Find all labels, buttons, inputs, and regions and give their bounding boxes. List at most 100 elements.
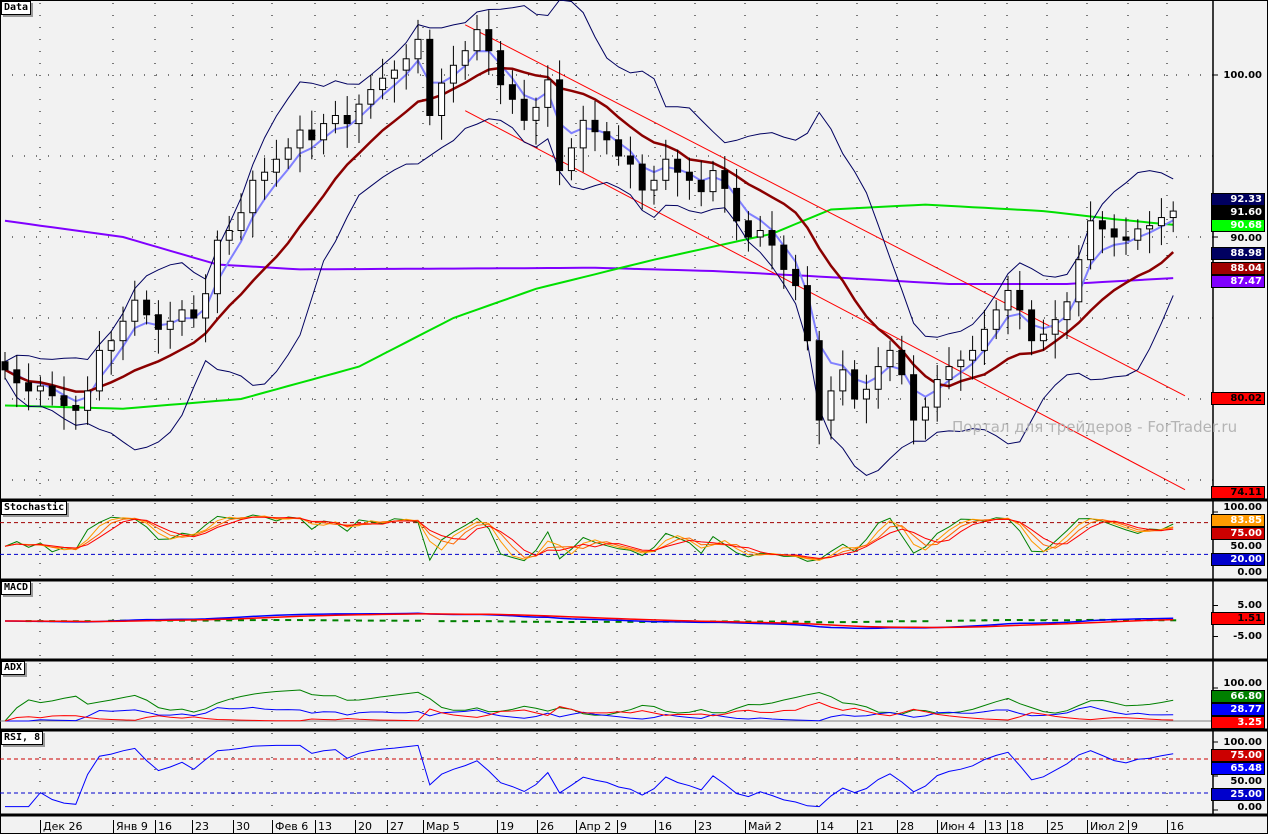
date-label: 13 (315, 820, 332, 833)
candle-bullish (166, 320, 174, 330)
candle-bearish (780, 244, 788, 270)
candle-bullish (213, 239, 221, 295)
ma-mid-line (4, 66, 1175, 393)
candle-bullish (567, 147, 575, 172)
candle-bullish (969, 349, 977, 361)
minus-di-line (4, 701, 1174, 722)
candle-bearish (343, 115, 351, 125)
axis-label-stochastic: 83.85 (1211, 514, 1265, 527)
date-label: Июл 2 (1087, 820, 1125, 833)
candle-bullish (874, 366, 882, 390)
watermark: Портал для трейдеров - ForTrader.ru (952, 418, 1238, 436)
candle-bullish (320, 123, 328, 141)
candle-bullish (237, 212, 245, 232)
candle-bullish (107, 340, 115, 351)
candle-bullish (119, 320, 127, 342)
candle-bearish (733, 187, 741, 222)
date-label: 14 (817, 820, 834, 833)
date-label: 23 (695, 820, 712, 833)
candle-bullish (1134, 228, 1142, 241)
axis-label-rsi: 50.00 (1230, 776, 1262, 787)
candle-bearish (638, 163, 646, 191)
candle-bullish (532, 106, 540, 121)
candle-bullish (980, 328, 988, 351)
candle-bearish (426, 38, 434, 116)
date-label: Фев 6 (272, 820, 308, 833)
axis-label-adx: 3.25 (1211, 716, 1265, 729)
candle-bearish (1016, 289, 1024, 311)
axis-label-adx: 66.80 (1211, 690, 1265, 703)
candle-bearish (615, 139, 623, 157)
date-label: 30 (233, 820, 250, 833)
candle-bearish (697, 179, 705, 193)
date-label: 25 (1047, 820, 1064, 833)
candle-bullish (296, 129, 304, 149)
candle-bearish (815, 340, 823, 421)
candle-bullish (225, 230, 233, 241)
candle-bullish (95, 349, 103, 392)
candle-bullish (249, 179, 257, 214)
candle-bearish (48, 385, 56, 397)
panel-title-rsi: RSI, 8 (1, 731, 44, 745)
date-label: Дек 26 (40, 820, 83, 833)
candle-bearish (591, 119, 599, 133)
candle-bullish (1039, 333, 1047, 342)
candle-bearish (1, 361, 9, 371)
candle-bullish (379, 77, 387, 91)
candle-bearish (556, 79, 564, 172)
stochastic-slow-line (4, 516, 1174, 559)
candle-bullish (461, 50, 469, 66)
candle-bullish (662, 158, 670, 181)
candle-bearish (792, 268, 800, 287)
axis-label-main: 88.98 (1211, 247, 1265, 260)
candle-bearish (154, 314, 162, 330)
candle-bullish (957, 359, 965, 368)
panel-title-adx: ADX (1, 661, 26, 675)
candle-bullish (992, 309, 1000, 330)
axis-label-rsi: 0.00 (1237, 802, 1262, 813)
date-label: 16 (655, 820, 672, 833)
date-label: Июн 4 (937, 820, 975, 833)
candle-bullish (1146, 225, 1154, 230)
candle-bullish (1063, 301, 1071, 321)
macd-signal-line (5, 613, 1174, 629)
ma-green-line (4, 203, 1174, 410)
candle-bullish (355, 103, 363, 125)
candle-bullish (1169, 210, 1177, 219)
axis-label-rsi: 75.00 (1211, 749, 1265, 762)
axis-label-main: 80.02 (1211, 392, 1265, 405)
axis-label-stochastic: 20.00 (1211, 553, 1265, 566)
candle-bearish (1110, 228, 1118, 238)
axis-label-main: 74.11 (1211, 486, 1265, 499)
candle-bullish (438, 82, 446, 116)
candle-bearish (603, 131, 611, 141)
axis-label-main: 100.00 (1223, 70, 1262, 81)
axis-label-macd: 5.00 (1237, 600, 1262, 611)
axis-label-rsi: 65.48 (1211, 762, 1265, 775)
candle-bullish (709, 170, 717, 193)
date-label: 23 (192, 820, 209, 833)
ma-purple-line (4, 219, 1174, 285)
axis-label-main: 90.00 (1230, 233, 1262, 244)
date-label: Янв 9 (113, 820, 148, 833)
date-label: 19 (497, 820, 514, 833)
candle-bullish (933, 379, 941, 408)
date-label: 20 (355, 820, 372, 833)
axis-label-adx: 100.00 (1223, 678, 1262, 689)
candle-bullish (84, 390, 92, 411)
axis-label-main: 90.68 (1211, 219, 1265, 232)
candle-bearish (803, 285, 811, 342)
panel-title-main: Data (1, 1, 32, 15)
axis-label-main: 91.60 (1211, 206, 1265, 219)
candle-bullish (1087, 220, 1095, 261)
candle-bullish (1051, 319, 1059, 335)
axis-label-macd: 1.51 (1211, 612, 1265, 625)
bollinger-lower-line (4, 118, 1174, 476)
candle-bearish (72, 404, 80, 411)
candle-bearish (898, 349, 906, 376)
bollinger-upper-line (4, 0, 1174, 363)
date-label: Мар 5 (423, 820, 460, 833)
trend-channel-line (464, 110, 1186, 491)
